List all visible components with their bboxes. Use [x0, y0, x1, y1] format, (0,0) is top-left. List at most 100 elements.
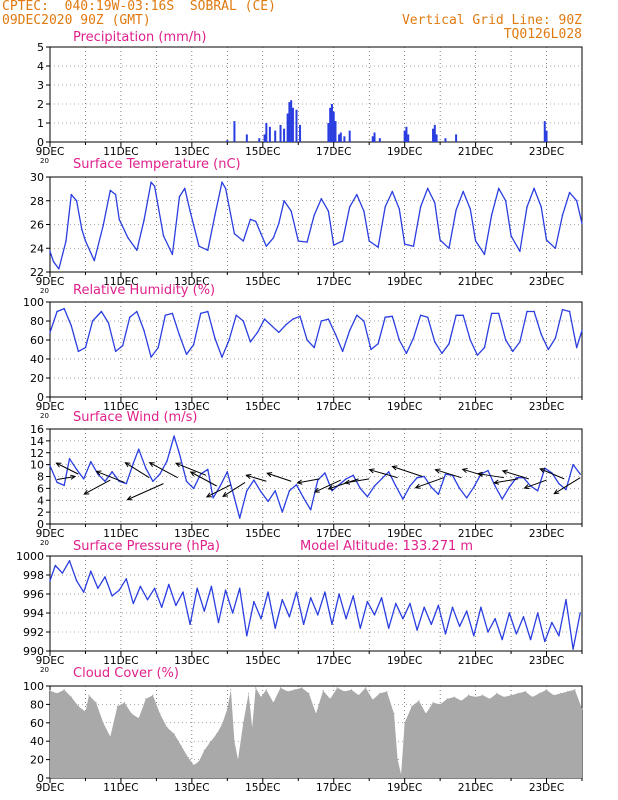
precip-xtick-label: 23DEC — [529, 146, 564, 158]
rh-point — [540, 333, 542, 335]
cloud-point — [574, 689, 576, 691]
rh-point — [462, 314, 464, 316]
temp-point — [384, 206, 386, 208]
wind-ytick-label: 14 — [30, 435, 44, 448]
pressure-point — [111, 595, 113, 597]
cloud-xtick-label: 11DEC — [103, 782, 138, 794]
wind-point — [178, 453, 181, 455]
pressure-point — [132, 602, 135, 605]
temp-ytick-label: 26 — [30, 219, 44, 232]
wind-xtick-label: 19DEC — [387, 528, 422, 540]
pressure-xtick-label: 21DEC — [458, 655, 493, 667]
wind-point — [192, 487, 195, 490]
rh-point — [519, 341, 521, 343]
temp-point — [150, 181, 152, 183]
wind-point — [295, 484, 298, 486]
rh-point — [249, 341, 252, 343]
precip-bar — [258, 138, 261, 142]
wind-arrow-head — [461, 468, 468, 474]
temp-point — [448, 247, 450, 249]
temp-year-fragment: 20 — [40, 287, 49, 295]
wind-point — [388, 471, 390, 473]
pressure-point — [68, 560, 71, 562]
wind-point — [260, 491, 262, 493]
rh-point — [490, 312, 493, 315]
temp-point — [306, 241, 308, 243]
cloud-point — [272, 701, 275, 704]
temp-point — [233, 233, 236, 235]
wind-year-fragment: 20 — [40, 539, 49, 547]
wind-arrow-head — [434, 468, 441, 474]
wind-point — [152, 480, 154, 482]
cloud-point — [524, 690, 526, 693]
temp-point — [568, 191, 571, 194]
cloud-xtick-label: 23DEC — [529, 782, 564, 794]
precip-bar — [432, 128, 435, 142]
rh-point — [356, 314, 358, 316]
temp-point — [290, 210, 292, 212]
wind-arrow-shaft — [206, 484, 232, 498]
wind-arrow-head — [391, 465, 398, 471]
wind-point — [233, 497, 236, 499]
wind-arrow-shaft — [540, 468, 565, 480]
temp-point — [320, 197, 323, 200]
temp-xtick-label: 19DEC — [387, 276, 422, 288]
rh-xtick-label: 9DEC — [36, 401, 65, 413]
cloud-point — [439, 703, 441, 706]
cloud-ytick-label: 80 — [30, 698, 44, 711]
wind-arrow-head — [313, 487, 320, 493]
pressure-point — [515, 633, 518, 635]
temp-xtick-label: 21DEC — [458, 276, 493, 288]
rh-xtick-label: 13DEC — [174, 401, 209, 413]
cloud-point — [123, 701, 126, 704]
pressure-point — [395, 602, 397, 605]
header-model: TQ0126L028 — [503, 27, 582, 42]
wind-point — [288, 490, 291, 492]
wind-arrow-shaft — [127, 483, 164, 501]
temp-point — [575, 200, 578, 202]
rh-point — [49, 331, 51, 334]
temp-point — [58, 268, 60, 270]
rh-point — [455, 314, 457, 316]
rh-point — [178, 334, 181, 336]
rh-point — [263, 318, 266, 320]
wind-point — [226, 471, 229, 473]
wind-xtick-label: 11DEC — [103, 528, 138, 540]
precip-bar — [233, 121, 236, 142]
temp-point — [127, 237, 129, 239]
pressure-ytick-label: 992 — [23, 626, 44, 639]
rh-point — [129, 316, 131, 318]
temp-point — [49, 250, 51, 253]
precip-bar — [299, 124, 302, 142]
precip-bar — [226, 140, 229, 142]
rh-point — [483, 346, 486, 349]
precip-bar — [291, 107, 294, 142]
pressure-point — [331, 623, 333, 626]
cloud-point — [209, 742, 211, 744]
rh-point — [575, 346, 578, 349]
cloud-point — [63, 689, 65, 691]
rh-point — [384, 316, 386, 318]
rh-point — [56, 310, 58, 313]
temp-point — [162, 235, 165, 237]
temp-point — [348, 206, 351, 208]
wind-ytick-label: 4 — [37, 494, 44, 507]
rh-year-fragment: 20 — [40, 412, 49, 420]
rh-xtick-label: 23DEC — [529, 401, 564, 413]
wind-point — [430, 486, 432, 488]
precip-xtick-label: 21DEC — [458, 146, 493, 158]
pressure-point — [104, 576, 106, 578]
rh-point — [278, 331, 280, 334]
rh-point — [114, 350, 117, 353]
temp-point — [581, 222, 583, 225]
rh-xtick-label: 17DEC — [316, 401, 351, 413]
temp-xtick-label: 23DEC — [529, 276, 564, 288]
pressure-frame — [49, 555, 583, 652]
temp-point — [207, 249, 209, 252]
wind-point — [359, 487, 362, 490]
pressure-point — [536, 612, 539, 614]
rh-point — [70, 325, 72, 327]
temp-point — [198, 245, 200, 247]
wind-ytick-label: 0 — [37, 518, 44, 531]
temp-point — [462, 190, 464, 193]
